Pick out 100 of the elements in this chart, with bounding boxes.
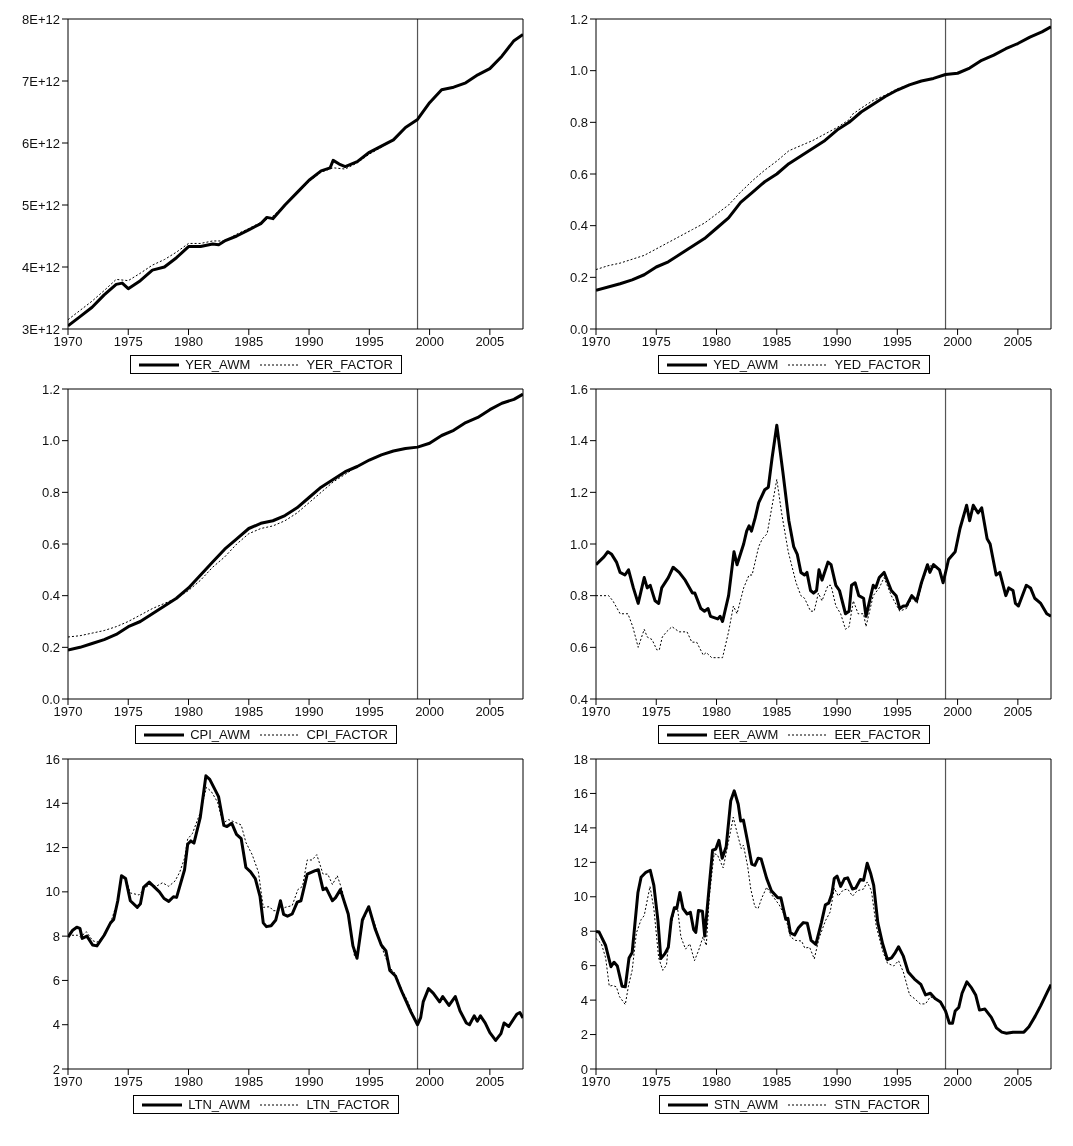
legend-label: YED_AWM — [713, 357, 779, 372]
x-tick-label: 2005 — [475, 1074, 505, 1090]
x-tick-label: 1970 — [581, 1074, 611, 1090]
x-tick-label: 1990 — [294, 704, 324, 720]
y-tick-label: 4E+12 — [22, 259, 60, 275]
y-tick-label: 0.4 — [569, 218, 588, 234]
x-tick-label: 2005 — [1003, 334, 1033, 350]
legend-label: STN_FACTOR — [834, 1097, 921, 1112]
x-tick-label: 1990 — [294, 334, 324, 350]
y-tick-label: 4 — [580, 992, 588, 1008]
x-tick-label: 1975 — [641, 704, 671, 720]
y-tick-label: 1.6 — [569, 381, 588, 397]
x-tick-label: 1995 — [882, 1074, 912, 1090]
y-tick-label: 16 — [573, 786, 588, 802]
y-tick-label: 6 — [580, 958, 588, 974]
y-tick-label: 10 — [45, 884, 60, 900]
y-tick-label: 1.2 — [569, 484, 588, 500]
y-tick-label: 0.6 — [569, 639, 588, 655]
legend-label: EER_FACTOR — [834, 727, 921, 742]
legend-label: YER_FACTOR — [306, 357, 393, 372]
x-tick-label: 1980 — [702, 1074, 731, 1090]
legend-label: LTN_AWM — [188, 1097, 251, 1112]
x-tick-label: 1980 — [702, 704, 731, 720]
x-tick-label: 1980 — [174, 334, 203, 350]
y-tick-label: 18 — [573, 751, 588, 767]
y-tick-label: 1.2 — [569, 11, 588, 27]
x-tick-label: 1990 — [822, 1074, 852, 1090]
x-tick-label: 1975 — [641, 1074, 671, 1090]
x-tick-label: 1985 — [234, 334, 264, 350]
x-tick-label: 2000 — [943, 704, 973, 720]
y-tick-label: 1.0 — [569, 536, 588, 552]
y-tick-label: 14 — [45, 795, 60, 811]
y-tick-label: 0.0 — [569, 321, 588, 337]
x-tick-label: 1995 — [882, 334, 912, 350]
y-tick-label: 8E+12 — [22, 11, 60, 27]
y-tick-label: 2 — [52, 1061, 60, 1077]
x-tick-label: 2000 — [943, 1074, 973, 1090]
x-tick-label: 1975 — [113, 1074, 143, 1090]
legend-label: CPI_AWM — [190, 727, 251, 742]
x-tick-label: 1985 — [762, 334, 792, 350]
y-tick-label: 8 — [580, 923, 588, 939]
x-tick-label: 1995 — [354, 704, 384, 720]
x-tick-label: 2005 — [475, 704, 505, 720]
y-tick-label: 0.6 — [41, 536, 60, 552]
y-tick-label: 6 — [52, 973, 60, 989]
x-tick-label: 1980 — [174, 1074, 203, 1090]
y-tick-label: 6E+12 — [22, 135, 60, 151]
x-tick-label: 1990 — [822, 334, 852, 350]
legend-label: YER_AWM — [185, 357, 251, 372]
legend-label: LTN_FACTOR — [306, 1097, 390, 1112]
y-tick-label: 0.8 — [569, 114, 588, 130]
y-tick-label: 12 — [45, 840, 60, 856]
legend-label: STN_AWM — [713, 1097, 779, 1112]
x-tick-label: 1980 — [702, 334, 731, 350]
x-tick-label: 1995 — [882, 704, 912, 720]
y-tick-label: 5E+12 — [22, 197, 60, 213]
x-tick-label: 2000 — [415, 1074, 445, 1090]
x-tick-label: 2000 — [943, 334, 973, 350]
y-tick-label: 0.8 — [41, 484, 60, 500]
y-tick-label: 1.0 — [569, 63, 588, 79]
y-tick-label: 0.8 — [569, 588, 588, 604]
y-tick-label: 7E+12 — [22, 73, 60, 89]
x-tick-label: 2000 — [415, 704, 445, 720]
y-tick-label: 1.0 — [41, 433, 60, 449]
x-tick-label: 1975 — [113, 334, 143, 350]
x-tick-label: 1980 — [174, 704, 203, 720]
y-tick-label: 0.4 — [41, 588, 60, 604]
y-tick-label: 16 — [45, 751, 60, 767]
x-tick-label: 2000 — [415, 334, 445, 350]
legend-label: EER_AWM — [713, 727, 779, 742]
x-tick-label: 1985 — [762, 704, 792, 720]
legend-label: YED_FACTOR — [834, 357, 921, 372]
y-tick-label: 0.2 — [569, 269, 588, 285]
x-tick-label: 1970 — [581, 334, 611, 350]
x-tick-label: 1990 — [822, 704, 852, 720]
x-tick-label: 1970 — [53, 1074, 83, 1090]
x-tick-label: 1995 — [354, 1074, 384, 1090]
x-tick-label: 1985 — [762, 1074, 792, 1090]
y-tick-label: 1.4 — [569, 433, 588, 449]
x-tick-label: 1970 — [53, 334, 83, 350]
y-tick-label: 4 — [52, 1017, 60, 1033]
y-tick-label: 0.2 — [41, 639, 60, 655]
x-tick-label: 2005 — [1003, 704, 1033, 720]
x-tick-label: 1975 — [113, 704, 143, 720]
y-tick-label: 10 — [573, 889, 588, 905]
x-tick-label: 1975 — [641, 334, 671, 350]
y-tick-label: 8 — [52, 928, 60, 944]
y-tick-label: 0.0 — [41, 691, 60, 707]
y-tick-label: 0 — [580, 1061, 588, 1077]
x-tick-label: 1995 — [354, 334, 384, 350]
y-tick-label: 0.6 — [569, 166, 588, 182]
x-tick-label: 2005 — [475, 334, 505, 350]
legend-label: CPI_FACTOR — [306, 727, 388, 742]
y-tick-label: 1.2 — [41, 381, 60, 397]
y-tick-label: 14 — [573, 820, 588, 836]
y-tick-label: 3E+12 — [22, 321, 60, 337]
x-tick-label: 1970 — [53, 704, 83, 720]
y-tick-label: 12 — [573, 854, 588, 870]
x-tick-label: 1985 — [234, 1074, 264, 1090]
x-tick-label: 1990 — [294, 1074, 324, 1090]
